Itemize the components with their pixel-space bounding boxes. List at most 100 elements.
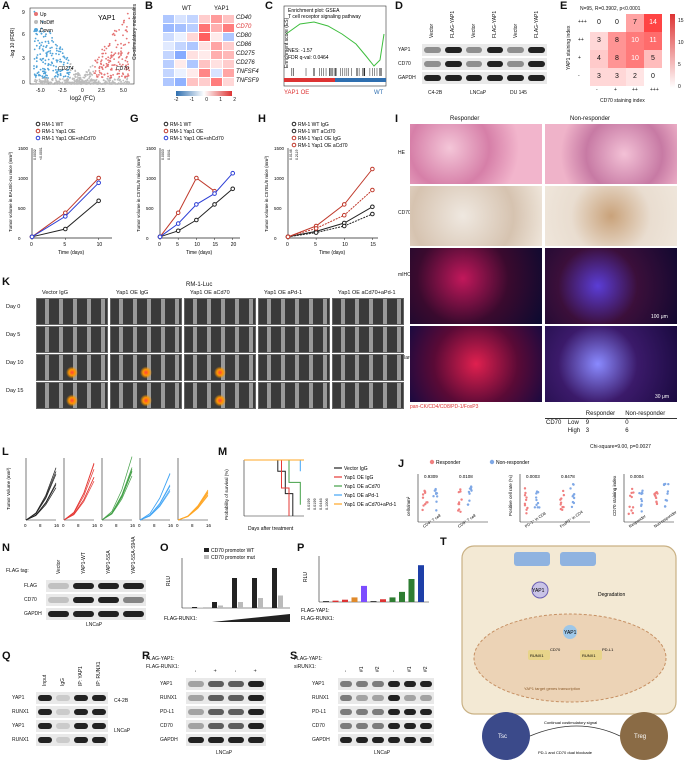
volcano-point — [118, 72, 120, 75]
panel-label-f: F — [2, 113, 9, 125]
volcano-point — [56, 49, 58, 52]
bli-image — [332, 326, 404, 353]
volcano-point — [47, 40, 50, 43]
western-blot-d: Vector FLAG-YAP1 Vector FLAG-YAP1 Vector FLAG… — [398, 4, 548, 100]
matrix-cell: 8 — [608, 50, 626, 68]
tumor-growth-g: Tumor volume in C57BL/6 mice (mm³) Time (… — [136, 121, 240, 256]
blot-lane-label: YAP1-5SA-S94A — [130, 536, 137, 574]
volcano-point — [41, 41, 43, 44]
panel-label-t: T — [440, 536, 447, 548]
series-line — [31, 200, 100, 238]
volcano-point — [66, 78, 68, 81]
data-point — [641, 492, 644, 495]
volcano-point — [98, 66, 101, 69]
volcano-point — [67, 75, 69, 78]
series-point — [96, 198, 101, 204]
tumor-curve — [101, 467, 133, 521]
svg-text:YAP1 OE: YAP1 OE — [284, 90, 309, 96]
blot-band — [98, 611, 119, 617]
colorbar-tick: 15 — [678, 18, 684, 24]
data-point — [560, 497, 563, 500]
xtick: CD4⁺ T cell — [422, 513, 442, 529]
table-head — [566, 410, 585, 419]
volcano-point — [124, 59, 127, 62]
volcano-point — [84, 75, 87, 77]
blot-band — [356, 681, 368, 687]
volcano-point — [76, 81, 78, 83]
series-point — [341, 202, 347, 207]
volcano-point — [126, 75, 129, 78]
svg-text:WT: WT — [374, 90, 384, 96]
volcano-point — [124, 75, 126, 78]
data-point — [572, 483, 575, 486]
ytick: 1500 — [18, 146, 29, 151]
bli-image — [110, 382, 182, 409]
blot-lane-label: - — [233, 670, 239, 672]
volcano-point — [54, 77, 57, 80]
xtick: 8 — [115, 523, 118, 528]
volcano-point — [59, 48, 61, 50]
i-row-cd70: CD70 — [398, 210, 411, 216]
data-point — [421, 508, 424, 512]
blot-band — [420, 709, 432, 715]
bioluminescence-grid: Vector IgG Yap1 OE IgG Yap1 OE aCd70 Yap1 O… — [6, 290, 404, 410]
volcano-point — [39, 82, 42, 85]
heatmap-cell — [199, 42, 210, 50]
volcano-point — [116, 43, 119, 46]
table-cell — [545, 427, 567, 435]
series-point — [194, 217, 199, 223]
data-point — [424, 502, 427, 506]
volcano-point — [101, 55, 104, 58]
heatmap-cell — [187, 69, 198, 77]
legend-entry: RM-1 Yap1 OE — [170, 129, 204, 135]
volcano-point — [38, 30, 41, 33]
cd70-responder — [410, 186, 542, 246]
svg-text:0: 0 — [81, 88, 84, 94]
series-point — [341, 212, 347, 218]
volcano-point — [43, 75, 46, 78]
blot-band — [98, 597, 119, 603]
data-point — [467, 490, 471, 494]
luciferase-p: RLU FLAG-YAP1: FLAG-RUNX1: — [301, 556, 429, 622]
xtick: CD8⁺ T cell — [457, 513, 477, 529]
blot-band — [372, 681, 384, 687]
blot-strip — [186, 706, 266, 718]
blot-band — [340, 681, 352, 687]
coip-q: Input IgG IP: YAP1 IP: RUNX1 YAP1 RUNX1 YAP1 RU… — [6, 654, 130, 762]
volcano-point — [107, 45, 110, 48]
volcano-point — [83, 76, 86, 79]
volcano-point — [59, 70, 62, 73]
data-point — [470, 486, 473, 489]
heatmap-cell — [187, 33, 198, 41]
immune-cell-dotplots: Responder Non-responder cells/mm² CD4⁺ T ce… — [406, 459, 678, 529]
series-point — [230, 170, 236, 176]
scale-tick: -1 — [189, 97, 195, 103]
blot-band — [56, 709, 70, 715]
volcano-point — [89, 72, 92, 74]
svg-text:9: 9 — [22, 10, 25, 16]
volcano-point — [38, 46, 41, 48]
volcano-point — [128, 69, 131, 72]
blot-band — [73, 611, 94, 617]
volcano-point — [38, 80, 41, 83]
blot-band — [56, 723, 70, 729]
bar — [332, 600, 339, 602]
volcano-point — [110, 54, 113, 57]
volcano-point — [52, 57, 55, 60]
volcano-point — [63, 83, 65, 85]
data-point — [470, 489, 473, 492]
volcano-point — [39, 58, 42, 61]
blot-cell-label: LNCaP — [470, 90, 487, 96]
volcano-point — [42, 76, 45, 79]
volcano-point — [117, 53, 120, 55]
bar-wt — [212, 602, 217, 608]
volcano-point — [126, 60, 129, 63]
k-day-label: Day 10 — [6, 360, 24, 366]
volcano-point — [114, 39, 117, 42]
xtick: 0 — [138, 523, 141, 528]
volcano-point — [43, 77, 46, 80]
data-point — [525, 508, 528, 511]
blot-band — [248, 737, 264, 743]
volcano-point — [127, 73, 129, 75]
blot-band — [465, 75, 483, 81]
